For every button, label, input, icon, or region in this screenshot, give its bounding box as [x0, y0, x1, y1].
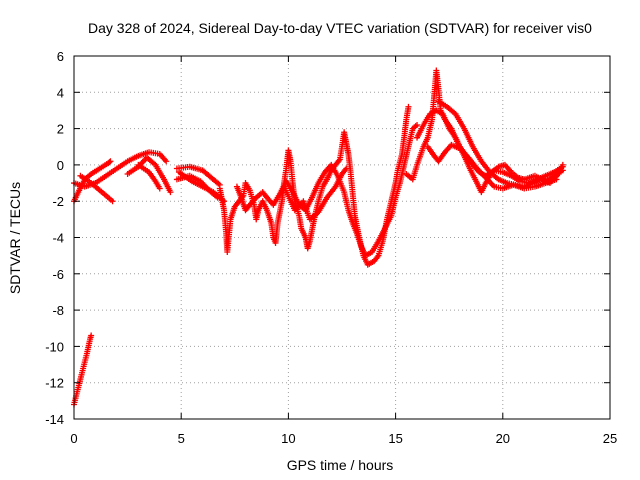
data-segment	[124, 154, 174, 196]
y-tick-label: -12	[45, 376, 64, 391]
data-segment	[424, 141, 560, 192]
x-tick-label: 20	[496, 431, 510, 446]
x-axis-label: GPS time / hours	[287, 457, 394, 473]
y-tick-label: 2	[57, 122, 64, 137]
data-point	[106, 159, 113, 166]
data-marks	[71, 67, 566, 408]
data-point	[109, 198, 116, 205]
grid	[74, 56, 610, 419]
y-tick-label: 6	[57, 49, 64, 64]
chart-title: Day 328 of 2024, Sidereal Day-to-day VTE…	[88, 20, 592, 36]
data-point	[163, 158, 170, 165]
x-tick-label: 25	[603, 431, 617, 446]
data-segment	[281, 165, 350, 223]
data-point	[88, 332, 95, 339]
data-point	[107, 158, 114, 165]
data-segment	[71, 149, 170, 190]
y-tick-label: 4	[57, 85, 64, 100]
y-tick-label: 0	[57, 158, 64, 173]
data-segment	[233, 121, 421, 259]
data-segment	[135, 161, 163, 192]
x-tick-label: 15	[388, 431, 402, 446]
data-segment	[173, 163, 223, 188]
y-axis-label: SDTVAR / TECUs	[7, 182, 23, 294]
x-tick-label: 10	[281, 431, 295, 446]
data-point	[553, 176, 560, 183]
x-tick-label: 0	[70, 431, 77, 446]
y-tick-label: -8	[52, 303, 64, 318]
y-tick-label: -2	[52, 194, 64, 209]
x-tick-label: 5	[178, 431, 185, 446]
y-tick-label: -6	[52, 267, 64, 282]
data-point	[414, 121, 421, 128]
y-tick-label: -4	[52, 231, 64, 246]
data-point	[405, 103, 412, 110]
data-point	[559, 161, 566, 168]
data-point	[156, 185, 163, 192]
y-tick-label: -14	[45, 412, 64, 427]
data-point	[343, 165, 350, 172]
data-point	[167, 189, 174, 196]
data-segment	[77, 172, 116, 205]
y-tick-label: -10	[45, 339, 64, 354]
